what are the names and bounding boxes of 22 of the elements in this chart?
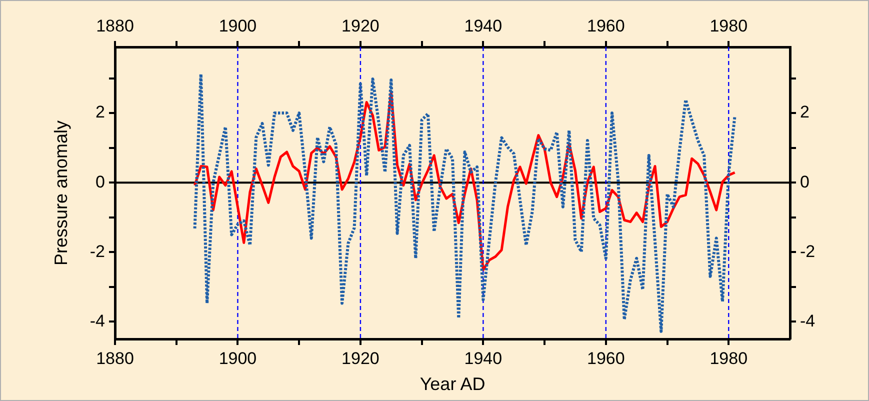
y-tick-label: -2 — [90, 242, 105, 261]
x2-tick-label: 1960 — [586, 16, 625, 36]
x-tick-label: 1960 — [586, 348, 625, 368]
x-tick-label: 1940 — [464, 348, 502, 368]
x2-tick-label: 1980 — [710, 16, 748, 36]
x2-tick-label: 1900 — [218, 16, 257, 36]
y-axis-title: Pressure anomaly — [50, 120, 71, 266]
y-tick-label: 2 — [96, 102, 105, 122]
x-tick-label: 1880 — [96, 348, 134, 368]
x2-tick-label: 1920 — [342, 16, 380, 36]
x-axis-title: Year AD — [420, 374, 486, 394]
x-tick-label: 1900 — [218, 348, 257, 368]
y2-tick-label: -2 — [800, 242, 816, 261]
y2-tick-label: 0 — [800, 172, 810, 192]
y2-tick-label: 2 — [800, 102, 810, 122]
y-tick-label: 0 — [96, 172, 105, 192]
x2-tick-label: 1940 — [464, 16, 502, 36]
y-tick-label: -4 — [90, 311, 105, 330]
x2-tick-label: 1880 — [96, 16, 134, 36]
x-tick-label: 1980 — [710, 348, 748, 368]
y2-tick-label: -4 — [800, 311, 816, 330]
x-tick-label: 1920 — [342, 348, 380, 368]
